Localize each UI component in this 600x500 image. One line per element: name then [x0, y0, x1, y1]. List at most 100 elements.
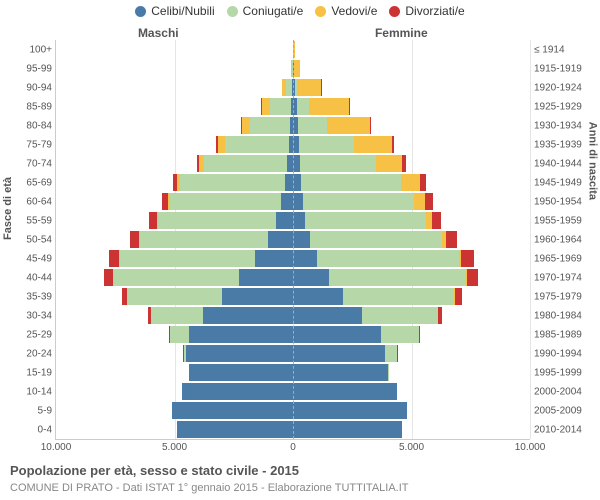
birth-year-label: 1940-1944 [530, 158, 582, 169]
age-label: 5-9 [38, 405, 56, 416]
bar-seg-divorziati [130, 231, 139, 248]
bar-seg-celibi [293, 250, 317, 267]
bar-seg-celibi [285, 174, 293, 191]
age-label: 50-54 [26, 234, 56, 245]
bar-seg-coniugati [170, 193, 281, 210]
legend-label: Coniugati/e [243, 4, 304, 18]
bar-seg-coniugati [151, 307, 203, 324]
bar-seg-celibi [281, 193, 293, 210]
birth-year-label: 2010-2014 [530, 424, 582, 435]
bar-seg-vedovi [294, 60, 300, 77]
bar-seg-coniugati [127, 288, 222, 305]
coniugati-swatch [227, 6, 238, 17]
bar-seg-divorziati [104, 269, 113, 286]
bar-seg-celibi [293, 307, 362, 324]
bar-seg-coniugati [204, 155, 287, 172]
birth-year-label: 1970-1974 [530, 272, 582, 283]
birth-year-label: 1925-1929 [530, 101, 582, 112]
birth-year-label: 1930-1934 [530, 120, 582, 131]
age-label: 45-49 [26, 253, 56, 264]
bar-seg-celibi [293, 326, 381, 343]
birth-year-label: 2005-2009 [530, 405, 582, 416]
legend: Celibi/Nubili Coniugati/e Vedovi/e Divorzia… [0, 4, 600, 18]
bar-seg-celibi [293, 155, 300, 172]
age-label: 70-74 [26, 158, 56, 169]
birth-year-label: 1945-1949 [530, 177, 582, 188]
bar-seg-divorziati [370, 117, 371, 134]
divorziati-swatch [389, 6, 400, 17]
birth-year-label: ≤ 1914 [530, 44, 565, 55]
age-label: 95-99 [26, 63, 56, 74]
birth-year-label: 1960-1964 [530, 234, 582, 245]
bar-seg-divorziati [425, 193, 433, 210]
x-tick: 10.000 [41, 439, 72, 453]
bar-seg-divorziati [149, 212, 157, 229]
age-label: 40-44 [26, 272, 56, 283]
bar-seg-divorziati [402, 155, 406, 172]
celibi-swatch [135, 6, 146, 17]
bar-seg-coniugati [329, 269, 466, 286]
x-tick: 5.000 [162, 439, 187, 453]
bar-seg-coniugati [343, 288, 454, 305]
bar-seg-celibi [293, 212, 305, 229]
birth-year-label: 2000-2004 [530, 386, 582, 397]
bar-seg-vedovi [309, 98, 349, 115]
chart-subtitle: COMUNE DI PRATO - Dati ISTAT 1° gennaio … [10, 482, 409, 494]
bar-seg-vedovi [401, 174, 420, 191]
age-label: 65-69 [26, 177, 56, 188]
chart-title: Popolazione per età, sesso e stato civil… [10, 463, 299, 478]
bar-seg-divorziati [349, 98, 350, 115]
bar-seg-vedovi [262, 98, 270, 115]
bar-seg-coniugati [381, 326, 419, 343]
plot-area: 10.0005.00005.00010.000100+≤ 191495-9919… [55, 40, 530, 440]
bar-seg-coniugati [113, 269, 239, 286]
bar-seg-celibi [177, 421, 293, 438]
age-label: 100+ [29, 44, 56, 55]
bar-seg-celibi [293, 288, 343, 305]
x-tick: 0 [290, 439, 296, 453]
bar-seg-coniugati [297, 98, 309, 115]
bar-seg-divorziati [455, 288, 462, 305]
x-tick: 5.000 [399, 439, 424, 453]
bar-seg-coniugati [158, 212, 277, 229]
bar-seg-celibi [222, 288, 293, 305]
legend-item-celibi: Celibi/Nubili [135, 4, 214, 18]
bar-seg-vedovi [297, 79, 321, 96]
birth-year-label: 1965-1969 [530, 253, 582, 264]
age-label: 55-59 [26, 215, 56, 226]
bar-seg-celibi [255, 250, 293, 267]
bar-seg-celibi [293, 269, 329, 286]
bar-seg-coniugati [299, 136, 354, 153]
age-label: 90-94 [26, 82, 56, 93]
birth-year-label: 1950-1954 [530, 196, 582, 207]
bar-seg-coniugati [362, 307, 438, 324]
age-label: 15-19 [26, 367, 56, 378]
bar-seg-celibi [293, 174, 301, 191]
bar-seg-celibi [293, 345, 385, 362]
bar-seg-vedovi [242, 117, 250, 134]
birth-year-label: 1975-1979 [530, 291, 582, 302]
bar-seg-coniugati [120, 250, 255, 267]
bar-seg-celibi [293, 231, 310, 248]
legend-item-divorziati: Divorziati/e [389, 4, 464, 18]
legend-label: Celibi/Nubili [151, 4, 214, 18]
age-label: 20-24 [26, 348, 56, 359]
bar-seg-coniugati [250, 117, 290, 134]
age-label: 0-4 [38, 424, 56, 435]
bar-seg-divorziati [467, 269, 478, 286]
bar-seg-coniugati [301, 174, 401, 191]
bar-seg-celibi [293, 364, 388, 381]
legend-item-vedovi: Vedovi/e [315, 4, 377, 18]
bar-seg-divorziati [420, 174, 426, 191]
birth-year-label: 1915-1919 [530, 63, 582, 74]
bar-seg-vedovi [218, 136, 225, 153]
legend-label: Vedovi/e [331, 4, 377, 18]
vedovi-swatch [315, 6, 326, 17]
bar-seg-vedovi [327, 117, 370, 134]
bar-seg-divorziati [446, 231, 457, 248]
bar-seg-coniugati [317, 250, 459, 267]
bar-seg-celibi [276, 212, 293, 229]
bar-seg-celibi [293, 421, 402, 438]
bar-seg-celibi [172, 402, 293, 419]
bar-seg-celibi [182, 383, 293, 400]
